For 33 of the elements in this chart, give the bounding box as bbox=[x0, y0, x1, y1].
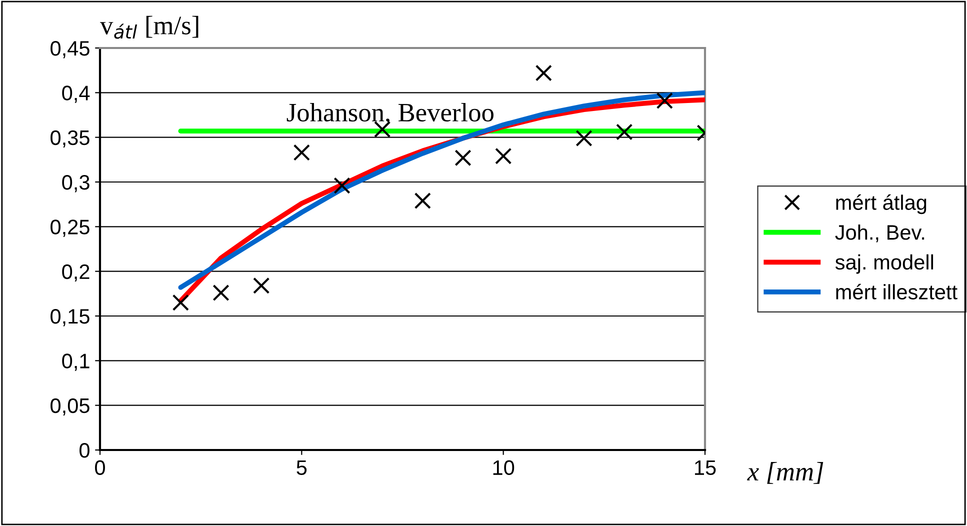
point bbox=[212, 284, 230, 302]
legend-label: saj. modell bbox=[835, 254, 934, 274]
y-tick-label: 0,35 bbox=[50, 130, 90, 148]
x-tick-label: 10 bbox=[493, 460, 514, 476]
point bbox=[454, 150, 472, 166]
y-tick-label: 0,15 bbox=[50, 309, 90, 326]
x-tick-label: 0 bbox=[95, 460, 105, 476]
point bbox=[616, 124, 633, 140]
y-tick-label: 0,25 bbox=[50, 220, 90, 237]
annotation: Johanson, Beverloo bbox=[286, 102, 494, 126]
point bbox=[656, 92, 673, 110]
legend-label: Joh., Bev. bbox=[835, 224, 924, 242]
point bbox=[172, 294, 189, 311]
x-tick-label: 5 bbox=[296, 460, 307, 476]
point bbox=[495, 148, 512, 164]
y-tick-label: 0,2 bbox=[62, 264, 90, 282]
x-axis-title: x [mm] bbox=[747, 462, 824, 484]
legend-label: mért illesztett bbox=[836, 284, 958, 300]
y-tick-label: 0,3 bbox=[62, 175, 90, 192]
y-tick-label: 0,1 bbox=[62, 354, 90, 371]
point bbox=[253, 277, 270, 294]
y-tick-label: 0,4 bbox=[62, 86, 90, 103]
legend-label: mért átlag bbox=[836, 194, 926, 214]
y-axis-title: v$_{átl}$ [m/s] bbox=[100, 16, 198, 39]
point bbox=[293, 144, 310, 161]
x-tick-label: 15 bbox=[695, 460, 716, 476]
point bbox=[576, 130, 592, 147]
point bbox=[535, 64, 552, 82]
y-tick-label: 0,45 bbox=[50, 41, 90, 58]
point bbox=[414, 192, 431, 210]
y-tick-label: 0,05 bbox=[50, 398, 90, 416]
y-tick-label: 0 bbox=[80, 443, 90, 458]
point bbox=[334, 177, 350, 194]
